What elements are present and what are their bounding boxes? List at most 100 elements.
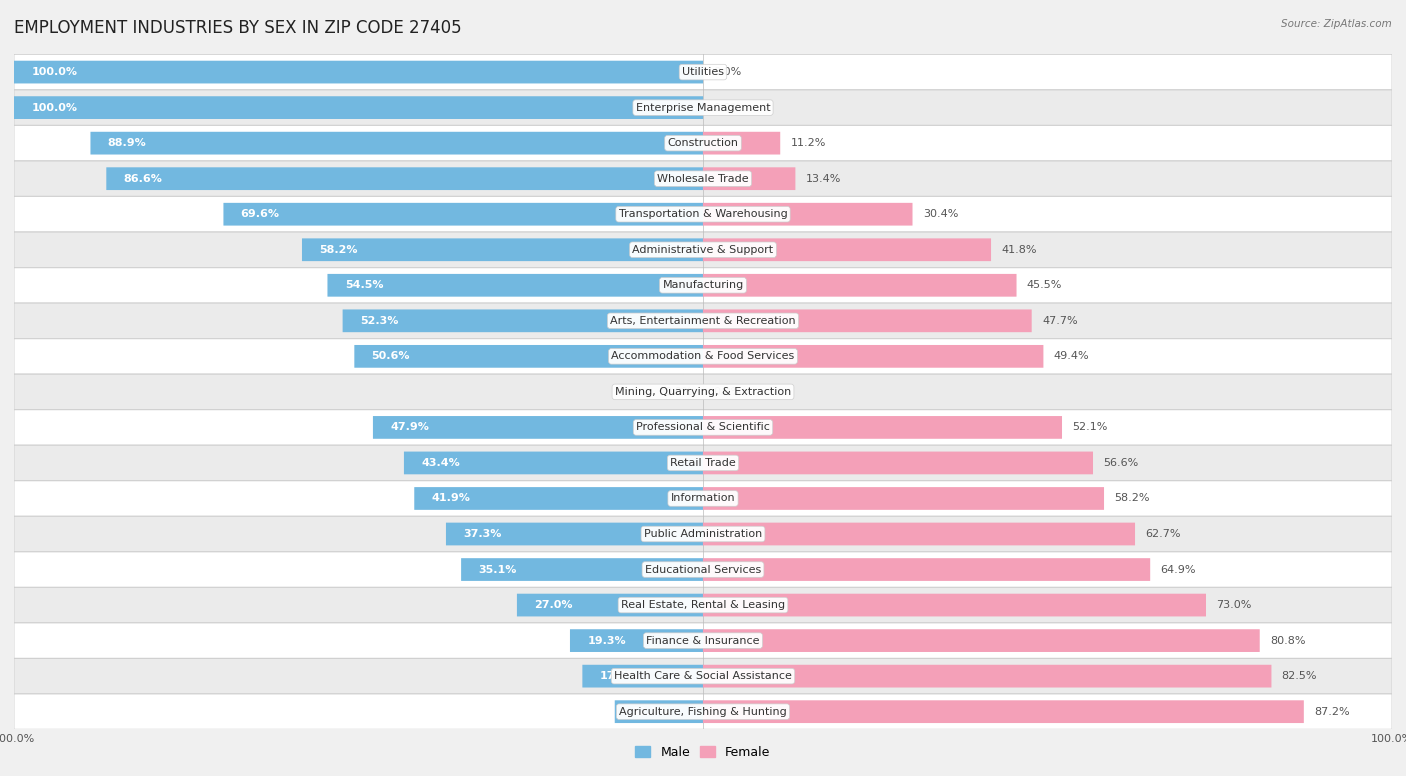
FancyBboxPatch shape [14,54,1392,90]
FancyBboxPatch shape [328,274,703,296]
FancyBboxPatch shape [14,374,1392,410]
FancyBboxPatch shape [14,694,1392,729]
Text: 82.5%: 82.5% [1282,671,1317,681]
Legend: Male, Female: Male, Female [630,741,776,764]
Text: 37.3%: 37.3% [463,529,502,539]
Text: Administrative & Support: Administrative & Support [633,244,773,255]
FancyBboxPatch shape [14,232,1392,268]
FancyBboxPatch shape [569,629,703,652]
FancyBboxPatch shape [90,132,703,154]
Text: 54.5%: 54.5% [344,280,384,290]
FancyBboxPatch shape [14,61,703,84]
Text: 43.4%: 43.4% [422,458,460,468]
Text: 0.0%: 0.0% [665,387,693,397]
FancyBboxPatch shape [14,552,1392,587]
Text: 0.0%: 0.0% [713,67,741,77]
FancyBboxPatch shape [404,452,703,474]
FancyBboxPatch shape [703,274,1017,296]
Text: 58.2%: 58.2% [319,244,357,255]
FancyBboxPatch shape [14,268,1392,303]
FancyBboxPatch shape [14,303,1392,338]
FancyBboxPatch shape [614,700,703,723]
Text: Health Care & Social Assistance: Health Care & Social Assistance [614,671,792,681]
FancyBboxPatch shape [14,587,1392,623]
Text: 62.7%: 62.7% [1146,529,1181,539]
Text: Source: ZipAtlas.com: Source: ZipAtlas.com [1281,19,1392,29]
Text: 100.0%: 100.0% [31,102,77,113]
FancyBboxPatch shape [517,594,703,616]
Text: Wholesale Trade: Wholesale Trade [657,174,749,184]
FancyBboxPatch shape [703,594,1206,616]
FancyBboxPatch shape [703,310,1032,332]
Text: 47.9%: 47.9% [391,422,429,432]
Text: Educational Services: Educational Services [645,565,761,574]
FancyBboxPatch shape [703,665,1271,688]
FancyBboxPatch shape [302,238,703,261]
Text: 11.2%: 11.2% [790,138,825,148]
Text: 69.6%: 69.6% [240,210,280,219]
FancyBboxPatch shape [14,338,1392,374]
Text: 35.1%: 35.1% [478,565,517,574]
Text: 41.9%: 41.9% [432,494,471,504]
FancyBboxPatch shape [14,658,1392,694]
FancyBboxPatch shape [703,452,1092,474]
Text: Construction: Construction [668,138,738,148]
FancyBboxPatch shape [14,161,1392,196]
FancyBboxPatch shape [703,203,912,226]
Text: Public Administration: Public Administration [644,529,762,539]
Text: 19.3%: 19.3% [588,636,626,646]
FancyBboxPatch shape [703,523,1135,546]
Text: 56.6%: 56.6% [1104,458,1139,468]
Text: 73.0%: 73.0% [1216,600,1251,610]
Text: 47.7%: 47.7% [1042,316,1077,326]
Text: Accommodation & Food Services: Accommodation & Food Services [612,352,794,362]
FancyBboxPatch shape [703,132,780,154]
FancyBboxPatch shape [14,480,1392,516]
Text: EMPLOYMENT INDUSTRIES BY SEX IN ZIP CODE 27405: EMPLOYMENT INDUSTRIES BY SEX IN ZIP CODE… [14,19,461,37]
FancyBboxPatch shape [703,700,1303,723]
Text: 0.0%: 0.0% [713,102,741,113]
FancyBboxPatch shape [415,487,703,510]
FancyBboxPatch shape [14,410,1392,445]
FancyBboxPatch shape [703,558,1150,581]
Text: 80.8%: 80.8% [1270,636,1306,646]
FancyBboxPatch shape [461,558,703,581]
Text: 27.0%: 27.0% [534,600,572,610]
Text: Enterprise Management: Enterprise Management [636,102,770,113]
FancyBboxPatch shape [14,126,1392,161]
Text: 87.2%: 87.2% [1315,707,1350,717]
Text: 52.1%: 52.1% [1073,422,1108,432]
FancyBboxPatch shape [14,90,1392,126]
Text: 64.9%: 64.9% [1160,565,1197,574]
FancyBboxPatch shape [14,516,1392,552]
Text: Professional & Scientific: Professional & Scientific [636,422,770,432]
Text: 49.4%: 49.4% [1053,352,1090,362]
Text: Arts, Entertainment & Recreation: Arts, Entertainment & Recreation [610,316,796,326]
Text: 58.2%: 58.2% [1115,494,1150,504]
FancyBboxPatch shape [703,487,1104,510]
Text: Mining, Quarrying, & Extraction: Mining, Quarrying, & Extraction [614,387,792,397]
Text: 88.9%: 88.9% [108,138,146,148]
Text: Information: Information [671,494,735,504]
Text: Retail Trade: Retail Trade [671,458,735,468]
FancyBboxPatch shape [373,416,703,438]
Text: Real Estate, Rental & Leasing: Real Estate, Rental & Leasing [621,600,785,610]
Text: 12.8%: 12.8% [633,707,671,717]
FancyBboxPatch shape [14,196,1392,232]
FancyBboxPatch shape [703,416,1062,438]
FancyBboxPatch shape [14,96,703,119]
FancyBboxPatch shape [107,168,703,190]
FancyBboxPatch shape [582,665,703,688]
Text: Agriculture, Fishing & Hunting: Agriculture, Fishing & Hunting [619,707,787,717]
FancyBboxPatch shape [703,345,1043,368]
Text: 45.5%: 45.5% [1026,280,1062,290]
Text: 13.4%: 13.4% [806,174,841,184]
FancyBboxPatch shape [703,629,1260,652]
Text: 100.0%: 100.0% [31,67,77,77]
FancyBboxPatch shape [703,168,796,190]
Text: 50.6%: 50.6% [371,352,411,362]
FancyBboxPatch shape [14,445,1392,480]
Text: Utilities: Utilities [682,67,724,77]
Text: Transportation & Warehousing: Transportation & Warehousing [619,210,787,219]
Text: 30.4%: 30.4% [922,210,957,219]
